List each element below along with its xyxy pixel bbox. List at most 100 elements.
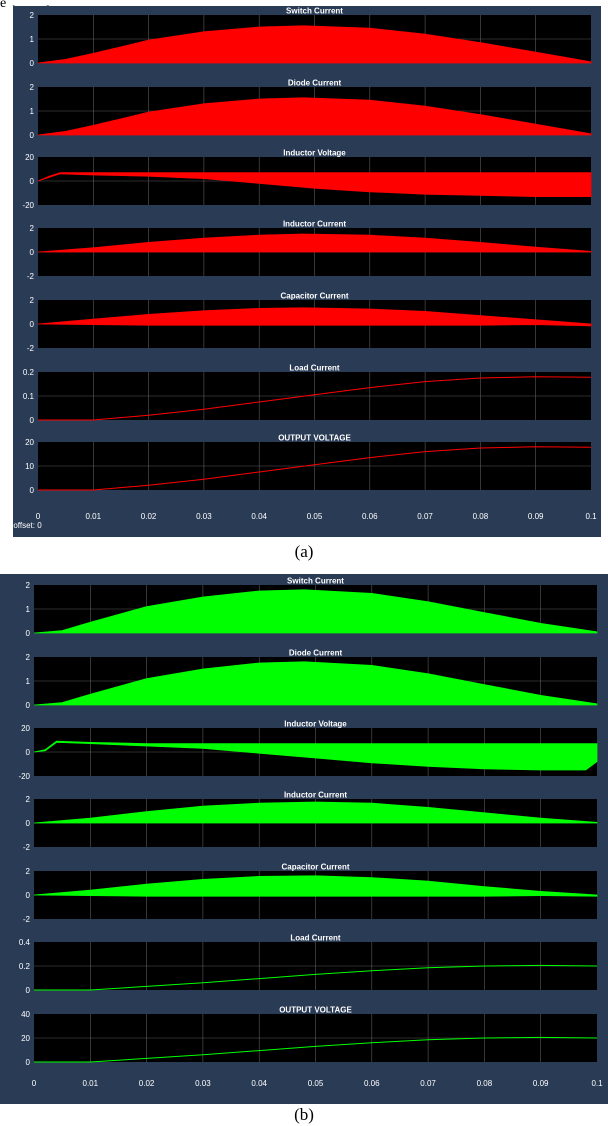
x-tick-label: 0.09 bbox=[528, 512, 544, 521]
x-tick-label: 0.03 bbox=[196, 512, 212, 521]
panel-title: Load Current bbox=[290, 934, 341, 943]
y-tick-label: -2 bbox=[23, 843, 31, 852]
x-tick-label: 0.04 bbox=[251, 1079, 267, 1088]
panel-title: Switch Current bbox=[287, 577, 344, 586]
y-tick-label: 0 bbox=[26, 748, 31, 757]
x-tick-label: 0.02 bbox=[139, 1079, 155, 1088]
panel-title: Diode Current bbox=[288, 79, 342, 88]
y-tick-label: 2 bbox=[30, 296, 35, 305]
y-tick-label: 0 bbox=[26, 891, 31, 900]
y-tick-label: 2 bbox=[26, 581, 31, 590]
y-tick-label: 0.2 bbox=[23, 368, 35, 377]
y-tick-label: -2 bbox=[23, 915, 31, 924]
y-tick-label: 2 bbox=[26, 867, 31, 876]
panel-title: Switch Current bbox=[286, 7, 343, 16]
x-tick-label: 0.09 bbox=[533, 1079, 549, 1088]
x-tick-label: 0.03 bbox=[195, 1079, 211, 1088]
x-tick-label: 0.01 bbox=[86, 512, 102, 521]
series-line-output-voltage bbox=[38, 446, 592, 491]
panel-title: Inductor Current bbox=[283, 220, 346, 229]
y-tick-label: 2 bbox=[26, 653, 31, 662]
panel-title: Inductor Voltage bbox=[284, 720, 347, 729]
series-envelope-switch-current bbox=[33, 589, 598, 634]
panel-inductor-current: Inductor Current 2 0 -2 bbox=[27, 220, 592, 281]
time-offset-label: me offset: 0 bbox=[0, 521, 42, 530]
y-tick-label: 1 bbox=[30, 107, 35, 116]
x-tick-label: 0.08 bbox=[477, 1079, 493, 1088]
panel-output-voltage: OUTPUT VOLTAGE 40 20 0 bbox=[21, 1006, 598, 1067]
series-envelope-switch-current bbox=[37, 25, 592, 64]
panel-capacitor-current: Capacitor Current 2 0 -2 bbox=[23, 863, 598, 924]
y-tick-label: 0 bbox=[30, 131, 35, 140]
caption-b: (b) bbox=[294, 1105, 314, 1124]
y-tick-label: 0 bbox=[30, 177, 35, 186]
caption-a: (a) bbox=[294, 542, 314, 561]
y-tick-label: 0 bbox=[26, 629, 31, 638]
y-tick-label: 20 bbox=[21, 1034, 30, 1043]
panel-load-current: Load Current 0.4 0.2 0 bbox=[19, 934, 598, 995]
y-tick-label: 0 bbox=[30, 59, 35, 68]
x-tick-label: 0.05 bbox=[308, 1079, 324, 1088]
y-tick-label: 2 bbox=[26, 795, 31, 804]
y-tick-label: 0 bbox=[26, 1058, 31, 1067]
panel-inductor-voltage: Inductor Voltage 20 0 -20 bbox=[18, 720, 598, 781]
panel-title: Capacitor Current bbox=[281, 863, 349, 872]
panel-title: Load Current bbox=[289, 364, 340, 373]
x-tick-label: 0.1 bbox=[591, 1079, 603, 1088]
y-tick-label: 1 bbox=[26, 605, 31, 614]
y-tick-label: 0 bbox=[30, 248, 35, 257]
series-envelope-capacitor-current bbox=[37, 307, 592, 327]
panel-capacitor-current: Capacitor Current 2 0 -2 bbox=[27, 292, 592, 353]
series-line-load-current bbox=[34, 964, 598, 991]
x-tick-label: 0.05 bbox=[307, 512, 323, 521]
series-line-output-voltage bbox=[34, 1036, 598, 1063]
y-tick-label: 0.2 bbox=[19, 962, 31, 971]
y-tick-label: 1 bbox=[26, 677, 31, 686]
panel-title: Inductor Current bbox=[284, 791, 347, 800]
x-tick-label: 0.07 bbox=[420, 1079, 436, 1088]
series-envelope-inductor-current bbox=[37, 233, 592, 253]
series-envelope-inductor-voltage bbox=[37, 172, 592, 197]
y-tick-label: 20 bbox=[21, 724, 30, 733]
y-tick-label: 0 bbox=[26, 986, 31, 995]
y-tick-label: 0 bbox=[26, 701, 31, 710]
y-tick-label: 0 bbox=[30, 320, 35, 329]
panel-load-current: Load Current 0.2 0.1 0 bbox=[23, 364, 592, 425]
y-tick-label: 2 bbox=[30, 224, 35, 233]
panel-inductor-current: Inductor Current 2 0 -2 bbox=[23, 791, 598, 852]
y-tick-label: 20 bbox=[25, 153, 34, 162]
y-tick-label: 20 bbox=[25, 438, 34, 447]
panel-title: Capacitor Current bbox=[280, 292, 348, 301]
y-tick-label: -2 bbox=[27, 272, 35, 281]
panel-output-voltage: OUTPUT VOLTAGE 20 10 0 bbox=[25, 434, 592, 495]
y-tick-label: 2 bbox=[30, 83, 35, 92]
panel-inductor-voltage: Inductor Voltage 20 0 -20 bbox=[22, 149, 592, 210]
x-tick-label: 0.01 bbox=[83, 1079, 99, 1088]
y-tick-label: 40 bbox=[21, 1010, 30, 1019]
y-tick-label: 0 bbox=[30, 416, 35, 425]
panel-title: OUTPUT VOLTAGE bbox=[279, 1006, 352, 1015]
panel-diode-current: Diode Current 2 1 0 bbox=[26, 649, 598, 710]
panel-diode-current: Diode Current 2 1 0 bbox=[30, 79, 592, 140]
series-envelope-diode-current bbox=[37, 97, 592, 136]
series-envelope-inductor-current bbox=[33, 801, 598, 824]
panel-title: OUTPUT VOLTAGE bbox=[278, 434, 351, 443]
x-tick-label: 0.06 bbox=[364, 1079, 380, 1088]
x-tick-label: 0.06 bbox=[362, 512, 378, 521]
panel-title: Diode Current bbox=[289, 649, 343, 658]
x-tick-label: 0.07 bbox=[417, 512, 433, 521]
scope-window-b: Switch Current 2 1 0 Diode Current 2 1 0 Inducto… bbox=[0, 574, 608, 1104]
y-tick-label: -2 bbox=[27, 344, 35, 353]
scope-window-a: Switch Current 2 1 0 Diode Current 2 1 0 Inducto… bbox=[13, 6, 601, 537]
y-tick-label: 0 bbox=[26, 819, 31, 828]
panel-switch-current: Switch Current 2 1 0 bbox=[30, 7, 592, 68]
series-line-load-current bbox=[38, 376, 592, 421]
y-tick-label: 2 bbox=[30, 11, 35, 20]
x-tick-label: 0 bbox=[36, 512, 41, 521]
y-tick-label: -20 bbox=[22, 201, 34, 210]
y-tick-label: 10 bbox=[25, 462, 34, 471]
y-tick-label: 0.4 bbox=[19, 938, 31, 947]
y-tick-label: 0 bbox=[30, 486, 35, 495]
